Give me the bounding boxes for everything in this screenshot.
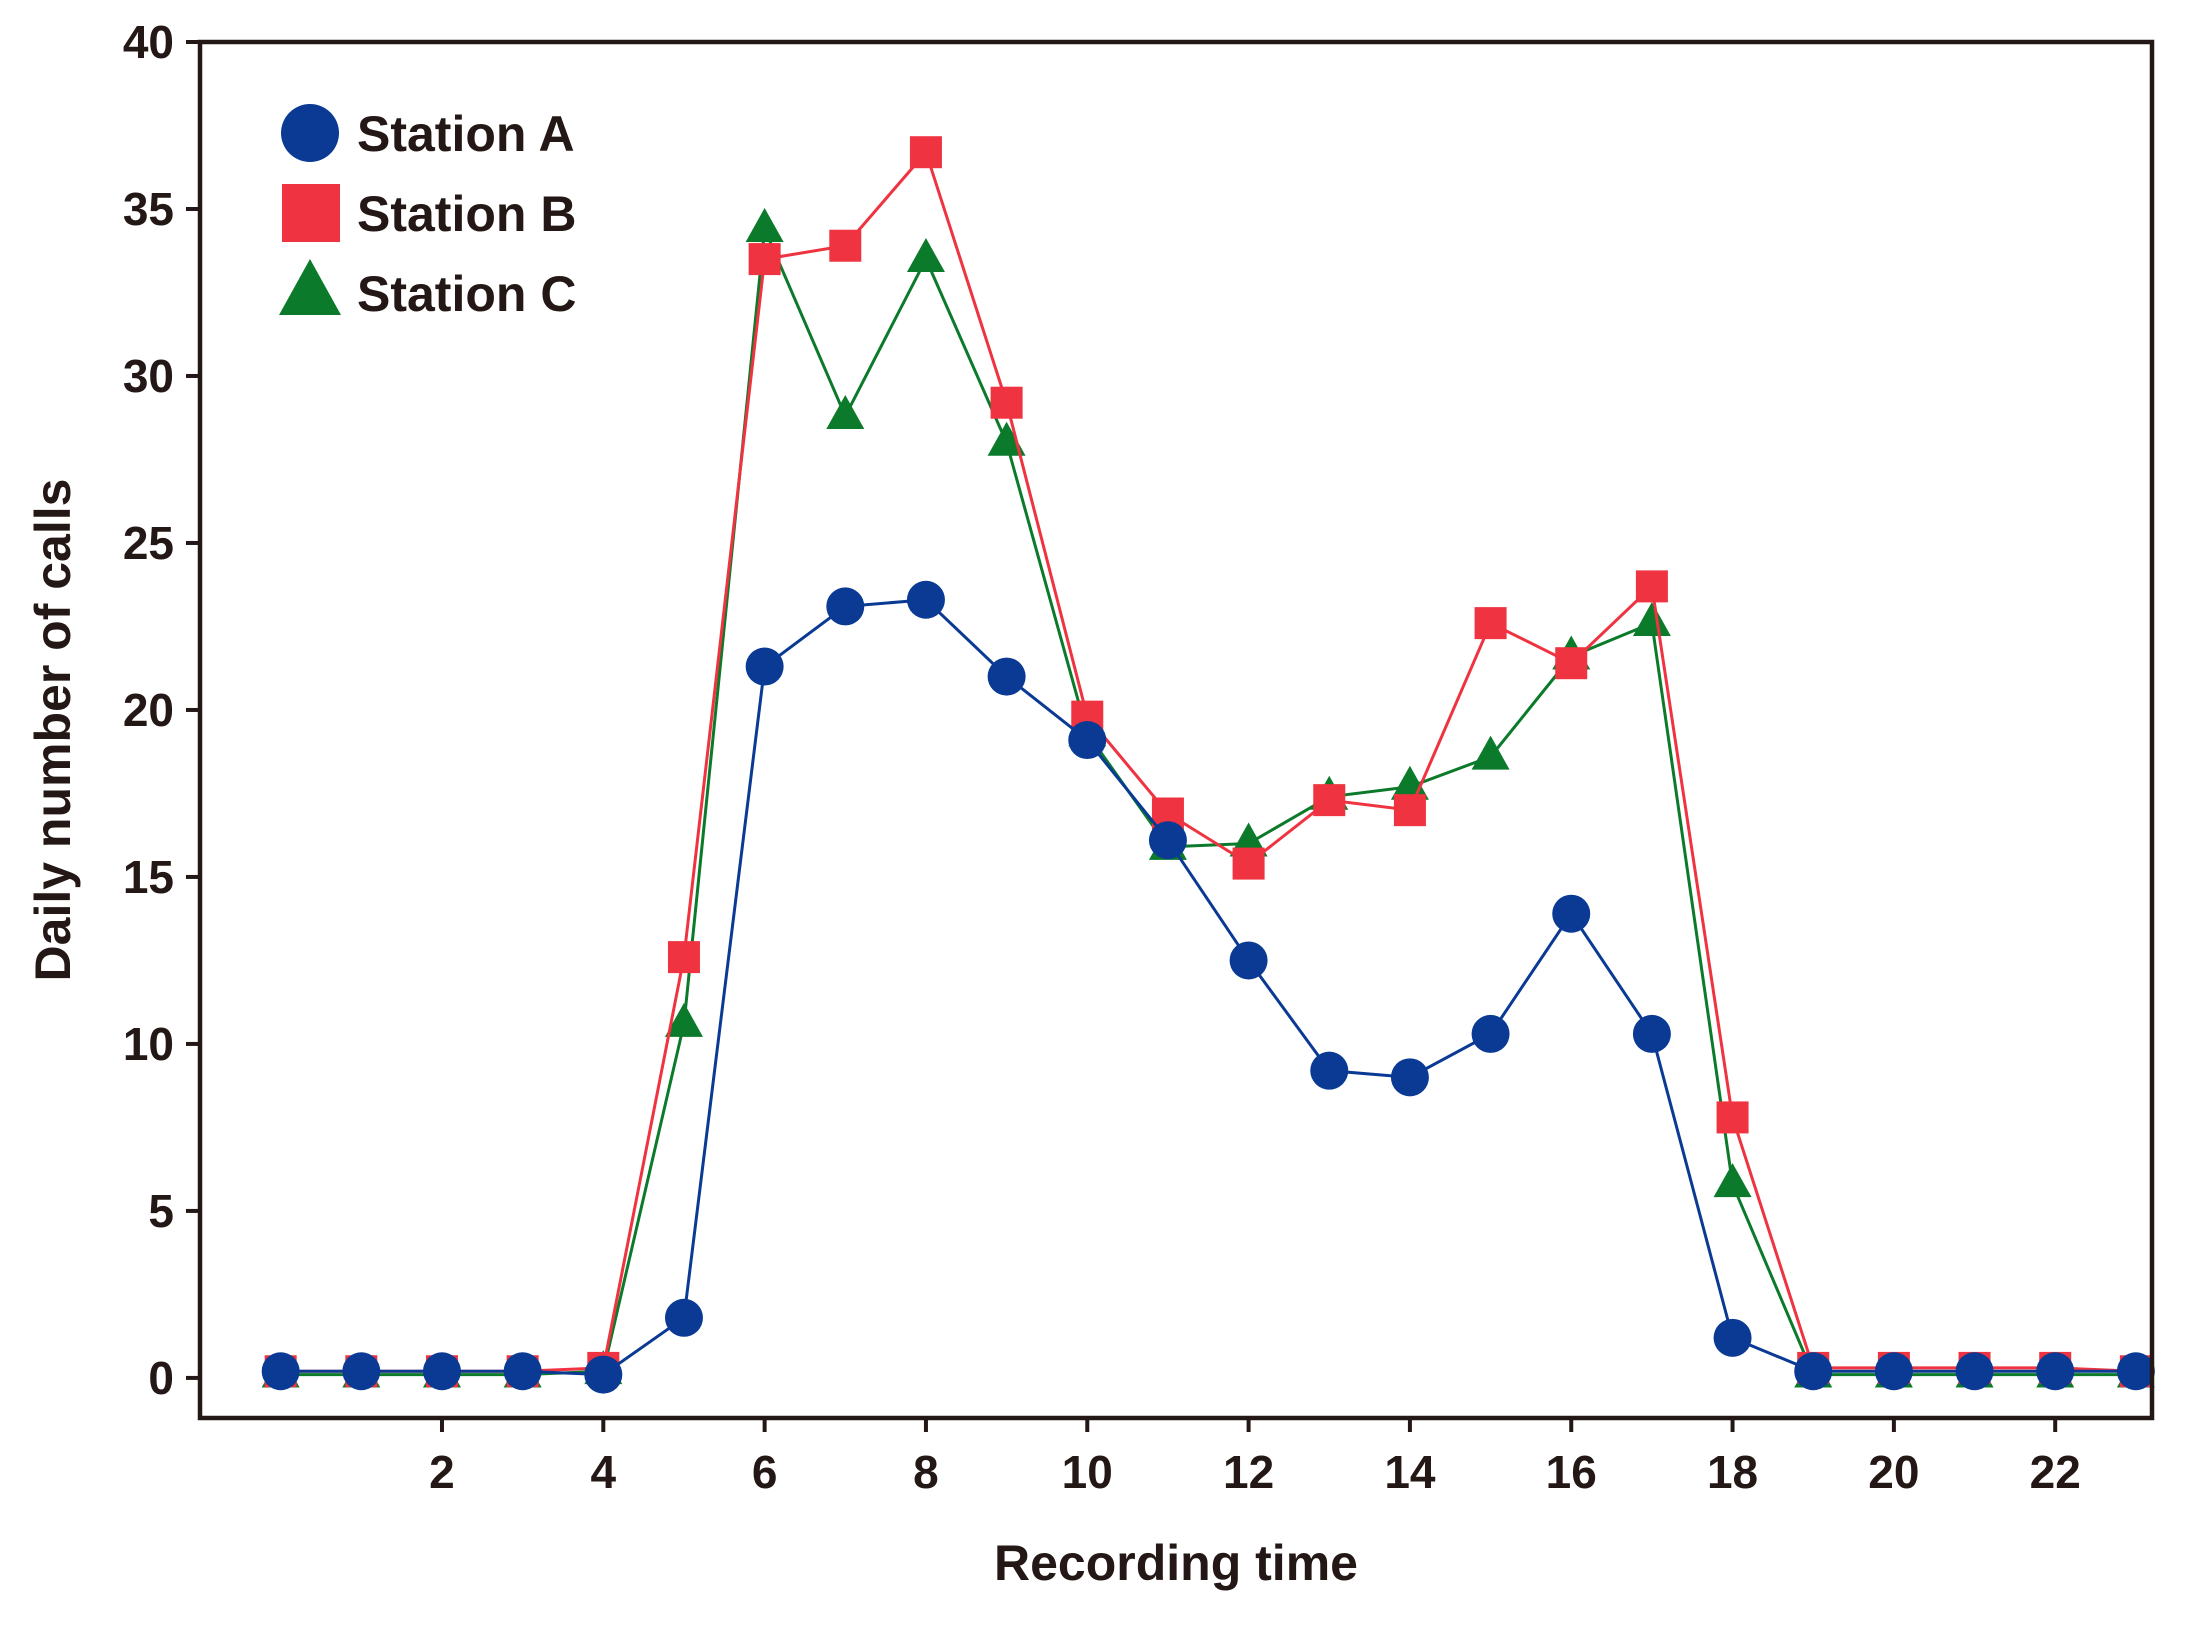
data-point-station-b [1716, 1101, 1749, 1134]
y-tick-label: 0 [148, 1352, 174, 1404]
x-tick-label: 4 [591, 1446, 617, 1498]
data-point-station-a [2036, 1352, 2075, 1391]
data-point-station-a [342, 1352, 381, 1391]
data-point-station-b [1232, 847, 1265, 880]
data-point-station-c [745, 207, 784, 242]
data-point-station-b [667, 941, 700, 974]
series-station-a [261, 580, 2155, 1394]
y-tick-label: 5 [148, 1185, 174, 1237]
data-point-station-a [2116, 1352, 2155, 1391]
series-line-station-a [280, 598, 2136, 1377]
series-line-station-b [280, 149, 2136, 1373]
x-axis-title: Recording time [994, 1535, 1358, 1591]
y-tick-label: 20 [123, 684, 174, 736]
x-tick-label: 12 [1223, 1446, 1274, 1498]
legend-item-station-b: Station B [282, 184, 576, 242]
y-tick-label: 25 [123, 517, 174, 569]
y-tick-label: 10 [123, 1018, 174, 1070]
data-point-station-b [1474, 607, 1507, 640]
axis-layer: 0 5 10 15 20 25 30 35 40 2 4 6 8 10 12 14 16 18 20 22 [123, 16, 2155, 1498]
legend-label-station-b: Station B [357, 186, 576, 242]
y-tick-label: 35 [123, 183, 174, 235]
legend: Station A Station B Station C [279, 104, 576, 322]
data-point-station-c [987, 421, 1026, 456]
data-point-station-a [422, 1352, 461, 1391]
x-tick-label: 14 [1384, 1446, 1436, 1498]
data-point-station-a [1955, 1352, 1994, 1391]
data-point-station-c [1713, 1163, 1752, 1198]
data-point-station-c [1632, 602, 1671, 637]
y-tick-label: 30 [123, 350, 174, 402]
series-layer [261, 136, 2155, 1394]
x-tick-label: 10 [1062, 1446, 1113, 1498]
data-point-station-c [664, 1002, 703, 1037]
plot-frame [197, 39, 2155, 1421]
data-point-station-b [1393, 794, 1426, 827]
data-point-station-b [1313, 784, 1346, 817]
data-point-station-a [1874, 1352, 1913, 1391]
y-tick-label: 40 [123, 16, 174, 68]
x-tick-label: 22 [2030, 1446, 2081, 1498]
data-point-station-b [909, 136, 942, 169]
data-point-station-b [1555, 647, 1588, 680]
series-station-b [264, 136, 2152, 1388]
data-point-station-a [1552, 894, 1591, 933]
legend-label-station-c: Station C [357, 266, 576, 322]
data-point-station-a [1229, 941, 1268, 980]
y-axis-title: Daily number of calls [25, 479, 81, 982]
data-point-station-a [1471, 1014, 1510, 1053]
x-tick-label: 16 [1546, 1446, 1597, 1498]
data-point-station-a [987, 657, 1026, 696]
legend-item-station-a: Station A [281, 104, 575, 162]
legend-marker-station-a [281, 104, 339, 162]
series-line-station-c [280, 223, 2136, 1377]
x-tick-label: 8 [913, 1446, 939, 1498]
data-point-station-a [664, 1298, 703, 1337]
data-point-station-c [906, 238, 945, 273]
data-point-station-a [1794, 1352, 1833, 1391]
data-point-station-a [1310, 1051, 1349, 1090]
data-point-station-c [826, 394, 865, 429]
data-point-station-b [990, 386, 1023, 419]
x-tick-label: 6 [752, 1446, 778, 1498]
data-point-station-b [829, 229, 862, 262]
legend-item-station-c: Station C [279, 259, 576, 322]
legend-marker-station-b [282, 184, 340, 242]
y-tick-label: 15 [123, 851, 174, 903]
data-point-station-a [1713, 1318, 1752, 1357]
data-point-station-a [1390, 1058, 1429, 1097]
data-point-station-a [1632, 1014, 1671, 1053]
series-station-c [261, 207, 2155, 1388]
data-point-station-a [261, 1352, 300, 1391]
x-tick-label: 2 [429, 1446, 455, 1498]
data-point-station-a [826, 587, 865, 626]
legend-marker-station-c [279, 259, 341, 315]
data-point-station-a [1148, 821, 1187, 860]
data-point-station-c [1471, 735, 1510, 770]
data-point-station-a [503, 1352, 542, 1391]
data-point-station-a [745, 647, 784, 686]
data-point-station-a [1068, 721, 1107, 760]
data-point-station-a [906, 580, 945, 619]
legend-label-station-a: Station A [357, 106, 575, 162]
data-point-station-a [584, 1355, 623, 1394]
data-point-station-b [1635, 570, 1668, 603]
x-tick-label: 18 [1707, 1446, 1758, 1498]
x-tick-label: 20 [1868, 1446, 1919, 1498]
data-point-station-b [748, 243, 781, 276]
